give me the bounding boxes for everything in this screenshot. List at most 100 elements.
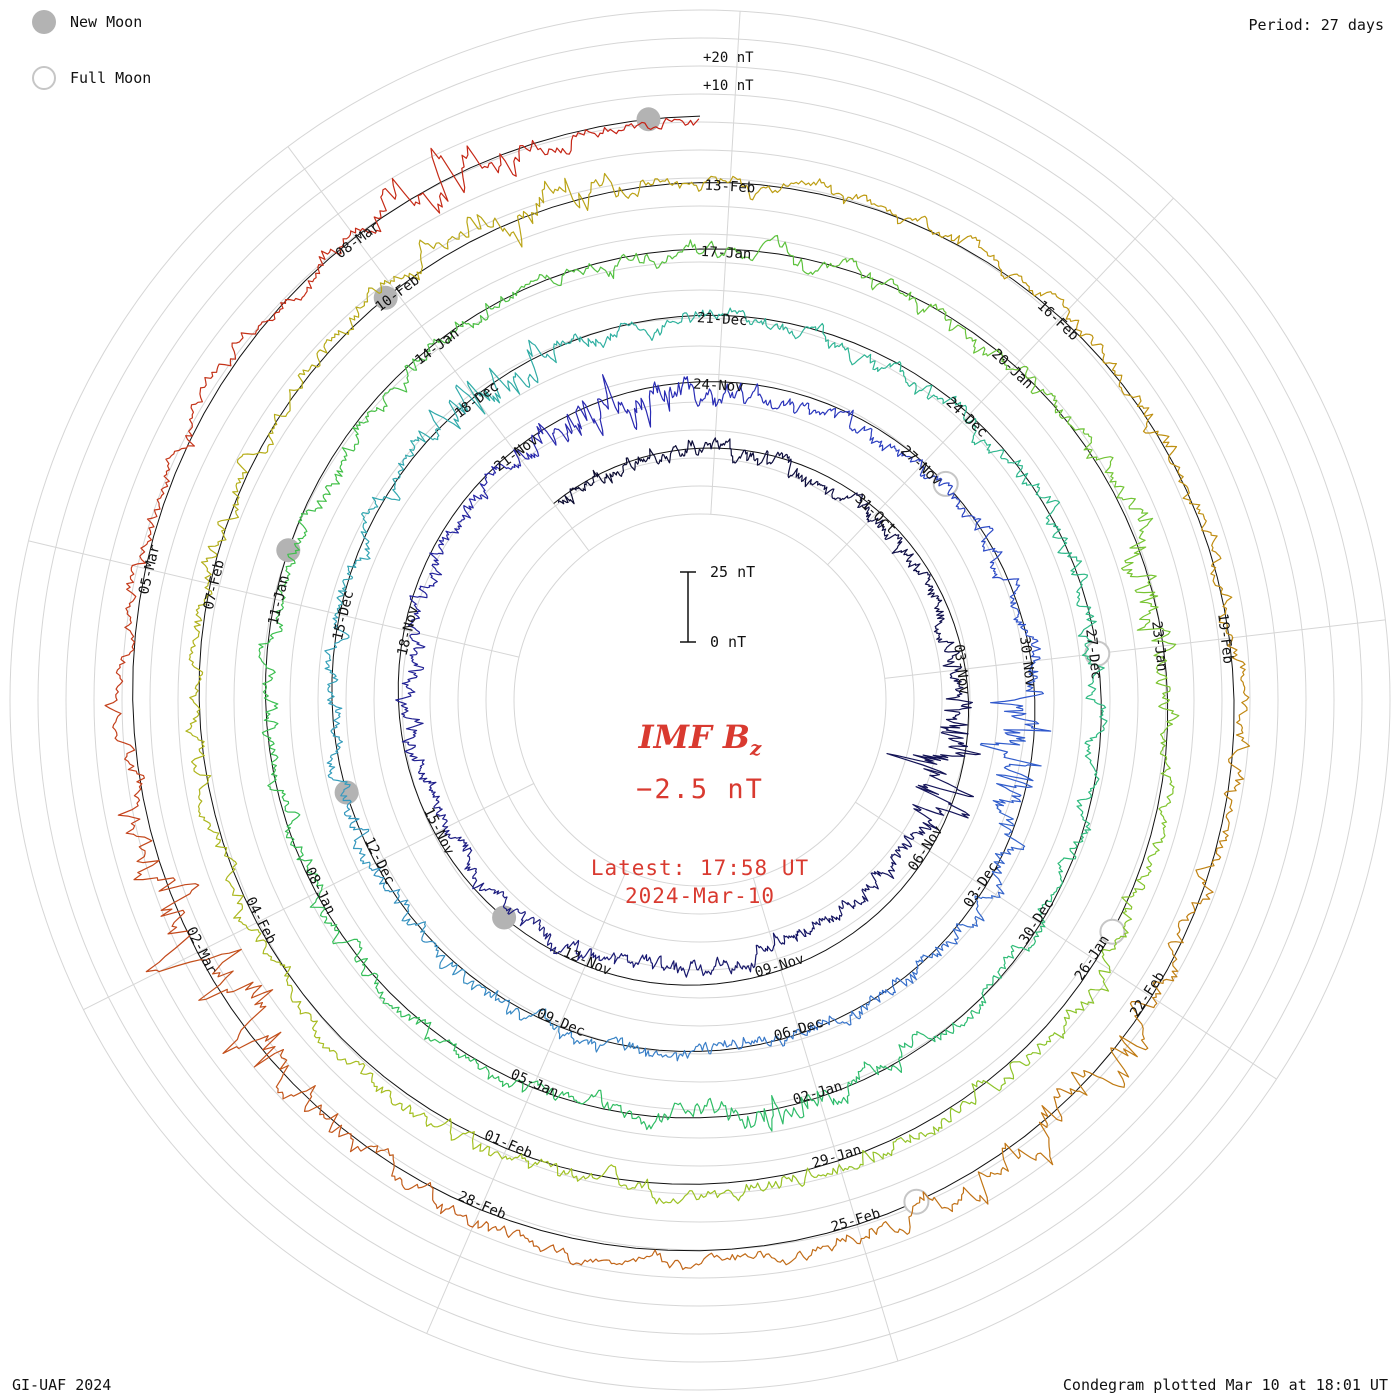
bz-trace-segment xyxy=(334,531,371,616)
bz-trace-segment xyxy=(1009,584,1041,662)
date-label: 05-Mar xyxy=(136,543,163,596)
bz-trace-segment xyxy=(429,505,472,567)
bz-trace-segment xyxy=(867,517,914,562)
bz-trace-segment xyxy=(421,933,487,991)
bz-trace-segment xyxy=(615,1173,730,1205)
bz-trace-segment xyxy=(115,564,137,701)
bz-trace-segment xyxy=(720,307,810,340)
bz-trace-segment xyxy=(935,894,1001,951)
date-label: 22-Feb xyxy=(1127,969,1168,1020)
legend-full-moon-label: Full Moon xyxy=(70,69,152,87)
date-label: 30-Nov xyxy=(1016,636,1038,688)
moon-markers xyxy=(276,107,1126,1215)
date-label: 19-Feb xyxy=(1214,613,1236,665)
latest-date-line: 2024-Mar-10 xyxy=(624,884,776,908)
bz-trace-segment xyxy=(1153,643,1180,755)
grid-circle xyxy=(317,317,1083,1083)
bz-trace-segment xyxy=(907,560,944,613)
date-label: 11-Jan xyxy=(265,574,292,627)
bz-trace-segment xyxy=(131,445,195,567)
bz-trace-segment xyxy=(431,287,521,345)
radial-axis-label-plus10: +10 nT xyxy=(703,78,754,94)
grid-circle xyxy=(121,121,1279,1279)
bz-trace-segment xyxy=(395,632,426,701)
grid-spoke xyxy=(710,11,741,515)
bz-trace-segment xyxy=(1069,997,1158,1096)
grid-circle xyxy=(345,345,1055,1055)
bz-trace-segment xyxy=(418,765,449,828)
bz-trace-segment xyxy=(374,973,450,1044)
bz-trace-segment xyxy=(185,699,212,818)
grid-circle xyxy=(177,177,1223,1223)
date-label: 29-Jan xyxy=(810,1142,863,1172)
bz-trace-segment xyxy=(104,699,145,835)
bz-trace-segment xyxy=(824,884,879,924)
bz-trace-segment xyxy=(870,835,913,890)
date-label: 24-Dec xyxy=(943,394,991,440)
bz-trace-segment xyxy=(132,833,200,973)
bz-trace-segment xyxy=(821,485,872,521)
date-label: 15-Nov xyxy=(420,805,457,857)
bz-trace-segment xyxy=(638,1041,723,1062)
bz-trace-segment xyxy=(648,376,718,420)
grid-circle xyxy=(401,401,999,999)
bz-trace-segment xyxy=(399,1102,503,1160)
date-label: 21-Dec xyxy=(696,310,747,329)
new-moon-marker xyxy=(373,285,398,310)
bz-trace-segment xyxy=(607,175,731,199)
bz-trace-segment xyxy=(800,995,876,1036)
bz-trace-segment xyxy=(185,328,259,447)
grid-circle xyxy=(261,261,1139,1139)
grid-circle xyxy=(485,485,915,915)
bz-trace-segment xyxy=(408,564,443,635)
bz-trace-segment xyxy=(716,382,791,410)
period-label: Period: 27 days xyxy=(1248,16,1384,34)
bz-trace-segment xyxy=(442,826,479,890)
bz-trace-segment xyxy=(979,737,1042,808)
new-moon-marker xyxy=(492,905,517,930)
grid-spoke xyxy=(752,878,899,1362)
full-moon-icon xyxy=(32,66,56,90)
grid-circle xyxy=(233,233,1167,1167)
scale-bar-top-label: 25 nT xyxy=(710,563,755,581)
bz-trace-segment xyxy=(977,1088,1073,1198)
bz-trace-segment xyxy=(849,193,969,245)
bz-trace-segment xyxy=(889,361,967,419)
bz-trace-segment xyxy=(188,582,213,701)
bz-trace-segment xyxy=(405,384,486,457)
radial-axis-label-plus20: +20 nT xyxy=(703,50,754,66)
bz-trace-segment xyxy=(340,784,371,869)
grid-spoke xyxy=(28,540,520,658)
bz-trace-segment xyxy=(366,1145,474,1228)
bz-trace-segment xyxy=(772,916,826,947)
bz-trace-segment xyxy=(246,926,318,1023)
bz-trace-segment xyxy=(652,955,717,978)
grid-spoke xyxy=(426,870,627,1334)
bz-trace-segment xyxy=(599,117,700,135)
bz-trace-segment xyxy=(729,175,851,205)
bz-trace-segment xyxy=(604,448,658,484)
bz-trace-segment xyxy=(472,1220,602,1266)
bz-trace-segment xyxy=(919,465,976,521)
bz-trace-segment xyxy=(860,1186,989,1240)
bz-trace-segment xyxy=(1032,968,1111,1055)
bz-trace-segment xyxy=(808,322,891,372)
date-label: 03-Nov xyxy=(950,643,972,695)
date-label: 23-Jan xyxy=(1148,620,1170,672)
bz-trace-segment xyxy=(466,339,552,415)
chart-title-subscript: z xyxy=(749,736,762,760)
bz-trace-segment xyxy=(826,257,924,315)
bz-trace-segment xyxy=(940,669,973,730)
bz-trace-segment xyxy=(714,944,775,975)
bz-trace-segment xyxy=(465,129,601,177)
date-label: 31-Oct xyxy=(852,491,900,537)
bz-trace-segment xyxy=(389,214,494,285)
date-label: 26-Jan xyxy=(1072,932,1113,983)
bz-trace-segment xyxy=(312,1020,401,1106)
bz-trace-segment xyxy=(468,449,522,509)
bz-trace-segment xyxy=(991,806,1026,896)
bz-trace-segment xyxy=(727,1164,840,1202)
bz-trace-segment xyxy=(922,303,1010,371)
